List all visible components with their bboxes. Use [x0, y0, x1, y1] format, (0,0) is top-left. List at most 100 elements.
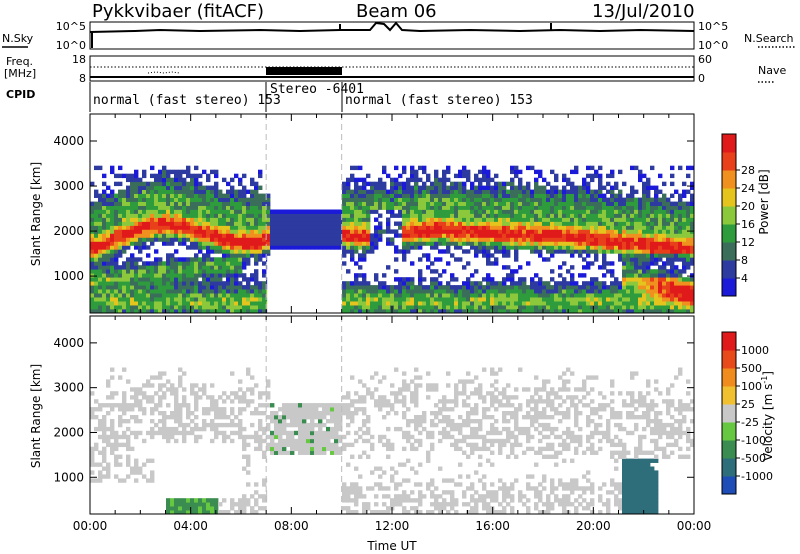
heat-cell [662, 277, 667, 282]
heat-cell [362, 201, 367, 206]
heat-cell [114, 277, 119, 282]
heat-cell [342, 241, 347, 246]
heat-cell [638, 253, 643, 258]
heat-cell [362, 205, 367, 210]
heat-cell [326, 407, 331, 412]
heat-cell [546, 237, 551, 242]
heat-cell [610, 273, 615, 278]
heat-cell [426, 257, 431, 262]
heat-cell [610, 285, 615, 290]
heat-cell [674, 285, 679, 290]
heat-cell [386, 193, 391, 198]
heat-cell [178, 197, 183, 202]
heat-cell [258, 197, 263, 202]
heat-cell [374, 285, 379, 290]
heat-cell [146, 285, 151, 290]
heat-cell [222, 269, 227, 274]
heat-cell [106, 395, 111, 400]
heat-cell [170, 181, 175, 187]
heat-cell [478, 209, 483, 214]
heat-cell [658, 277, 663, 282]
heat-cell [526, 261, 531, 266]
heat-cell [474, 225, 479, 230]
heat-cell [398, 197, 403, 202]
heat-cell [550, 293, 555, 298]
heat-cell [238, 502, 243, 507]
heat-cell [402, 281, 407, 286]
heat-cell [510, 185, 515, 190]
heat-cell [102, 253, 107, 258]
heat-cell [218, 241, 223, 246]
heat-cell [242, 438, 247, 444]
heat-cell [498, 209, 503, 214]
heat-cell [538, 237, 543, 242]
heat-cell [410, 297, 415, 302]
heat-cell [670, 165, 675, 171]
heat-cell [278, 434, 283, 440]
heat-cell [254, 193, 259, 198]
heat-cell [226, 217, 231, 222]
heat-cell [134, 245, 139, 250]
heat-cell [626, 285, 631, 290]
heat-cell [194, 510, 199, 515]
heat-cell [206, 293, 211, 298]
heat-cell [630, 205, 635, 210]
heat-cell [646, 237, 651, 242]
heat-cell [290, 446, 295, 452]
heat-cell [106, 403, 111, 408]
heat-cell [186, 213, 191, 218]
heat-cell [106, 229, 111, 234]
heat-cell [190, 237, 195, 242]
heat-cell [606, 241, 611, 246]
heat-cell [354, 502, 359, 507]
heat-cell [494, 289, 499, 294]
heat-cell [438, 193, 443, 198]
heat-cell [230, 281, 235, 286]
heat-cell [542, 245, 547, 250]
heat-cell [246, 301, 251, 306]
heat-cell [658, 221, 663, 226]
heat-cell [514, 213, 519, 218]
heat-cell [482, 177, 487, 183]
heat-cell [690, 289, 695, 294]
date-label: 13/Jul/2010 [592, 1, 695, 22]
heat-cell [342, 189, 347, 194]
heat-cell [110, 367, 115, 372]
heat-cell [530, 285, 535, 290]
heat-cell [518, 225, 523, 230]
heat-cell [538, 241, 543, 246]
heat-cell [570, 293, 575, 298]
heat-cell [350, 510, 355, 515]
heat-cell [238, 285, 243, 290]
heat-cell [678, 245, 683, 250]
heat-cell [178, 201, 183, 206]
heat-cell [686, 233, 691, 238]
heat-cell [666, 245, 671, 250]
heat-cell [358, 197, 363, 202]
heat-cell [510, 177, 515, 183]
heat-cell [414, 309, 419, 314]
freq-label: Freq. [6, 55, 33, 68]
heat-cell [622, 181, 627, 187]
heat-cell [202, 237, 207, 242]
heat-cell [306, 434, 311, 440]
heat-cell [334, 438, 339, 444]
heat-cell [222, 438, 227, 444]
heat-cell [586, 309, 591, 314]
heat-cell [558, 249, 563, 254]
heat-cell [134, 395, 139, 400]
heat-cell [390, 241, 395, 246]
heat-cell [174, 197, 179, 202]
heat-cell [126, 177, 131, 183]
heat-cell [142, 293, 147, 298]
heat-cell [162, 434, 167, 440]
heat-cell [234, 205, 239, 210]
heat-cell [266, 217, 271, 222]
heat-cell [386, 285, 391, 290]
heat-cell [570, 213, 575, 218]
heat-cell [338, 450, 343, 455]
heat-cell [242, 506, 247, 511]
heat-cell [370, 249, 375, 254]
heat-cell [358, 265, 363, 270]
heat-cell [166, 285, 171, 290]
